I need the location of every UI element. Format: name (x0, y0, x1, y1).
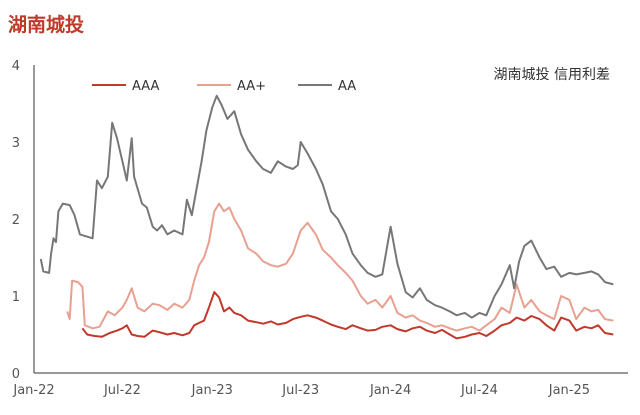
x-tick-label: Jan-22 (12, 383, 54, 398)
y-tick-labels: 0 1 2 3 4 (12, 59, 20, 382)
legend-label: AA+ (237, 79, 266, 94)
series-line-aaa (81, 291, 614, 340)
legend-label: AAA (132, 79, 160, 94)
y-tick-label: 3 (12, 136, 20, 151)
chart-annotation: 湖南城投 信用利差 (494, 67, 610, 83)
y-tick-label: 4 (12, 59, 20, 74)
y-tick-label: 0 (12, 367, 20, 382)
legend: AAA AA+ AA (92, 79, 356, 94)
x-tick-label: Jan-24 (369, 383, 411, 398)
y-tick-label: 2 (12, 213, 20, 228)
y-tick-label: 1 (12, 290, 20, 305)
x-tick-labels: Jan-22 Jul-22 Jan-23 Jul-23 Jan-24 Jul-24 Jan-… (12, 383, 590, 398)
x-tick-label: Jan-23 (191, 383, 233, 398)
legend-label: AA (338, 79, 356, 94)
page-title: 湖南城投 (8, 14, 85, 36)
series-lines (39, 94, 614, 340)
series-line-aa-plus (66, 202, 614, 332)
series-line-aa (39, 94, 614, 319)
x-tick-label: Jan-25 (548, 383, 590, 398)
x-tick-label: Jul-24 (460, 383, 498, 398)
x-tick-label: Jul-23 (281, 383, 319, 398)
x-tick-label: Jul-22 (103, 383, 141, 398)
